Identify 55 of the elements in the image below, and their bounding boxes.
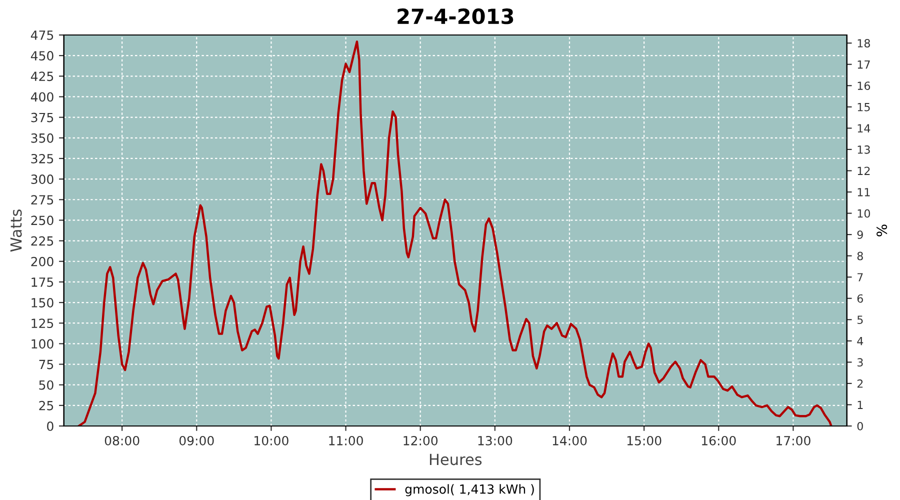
y-tick-label: 0: [47, 421, 54, 431]
line-series: [78, 40, 832, 426]
x-tick-label: 12:00: [404, 436, 438, 446]
y-tick-label: 75: [39, 360, 54, 370]
chart-title: 27-4-2013: [398, 8, 514, 24]
y-tick-label: 150: [32, 298, 54, 308]
y2-tick-label: 16: [858, 82, 870, 90]
y2-tick-label: 15: [858, 103, 870, 112]
y2-tick-label: 8: [857, 252, 863, 260]
x-tick-label: 08:00: [104, 436, 140, 446]
y-tick-label: 325: [31, 154, 54, 164]
y-tick-label: 225: [31, 236, 54, 246]
y-tick-label: 400: [30, 92, 54, 102]
x-tick-label: 13:00: [478, 436, 512, 446]
y-tick-label: 450: [30, 51, 54, 61]
y-tick-label: 200: [31, 256, 54, 266]
y2-tick-label: 7: [858, 273, 863, 282]
y2-tick-label: 12: [858, 166, 870, 175]
x-tick-label: 10:00: [254, 436, 288, 446]
y2-tick-label: 14: [858, 124, 870, 132]
x-tick-label: 16:00: [702, 436, 736, 446]
y-tick-label: 425: [30, 72, 54, 82]
y2-tick-label: 18: [858, 39, 870, 48]
y2-tick-label: 3: [857, 358, 863, 367]
y2-tick-label: 6: [857, 294, 863, 303]
y2-tick-label: 9: [857, 230, 863, 239]
y2-axis-title: %: [876, 224, 888, 236]
y2-tick-label: 4: [857, 337, 864, 346]
y-tick-label: 100: [32, 339, 54, 349]
y2-tick-label: 1: [858, 400, 863, 409]
legend-label: gmosol( 1,413 kWh ): [405, 484, 534, 496]
y-tick-label: 350: [31, 133, 54, 143]
y2-tick-label: 2: [857, 379, 863, 388]
y-tick-label: 475: [30, 30, 54, 40]
x-tick-label: 11:00: [329, 436, 363, 446]
y-axis-title: Watts: [10, 210, 22, 252]
y2-tick-label: 17: [858, 60, 870, 69]
y-tick-label: 375: [31, 112, 54, 122]
x-tick-label: 17:00: [776, 436, 810, 446]
y2-tick-label: 11: [858, 188, 870, 196]
y-tick-label: 175: [32, 278, 54, 287]
y-tick-label: 125: [32, 318, 54, 328]
x-axis-title: Heures: [430, 454, 482, 466]
y-tick-label: 50: [39, 380, 54, 390]
y-tick-label: 250: [31, 216, 54, 226]
y2-tick-label: 5: [857, 316, 863, 324]
x-tick-label: 15:00: [627, 436, 662, 446]
y2-tick-label: 10: [858, 209, 870, 218]
y-tick-label: 25: [39, 400, 54, 410]
y-tick-label: 275: [31, 195, 54, 205]
y-tick-label: 300: [31, 174, 54, 184]
y2-tick-label: 0: [857, 422, 863, 430]
x-tick-label: 14:00: [552, 436, 587, 446]
y2-tick-label: 13: [858, 145, 870, 154]
x-tick-label: 09:00: [179, 436, 214, 446]
